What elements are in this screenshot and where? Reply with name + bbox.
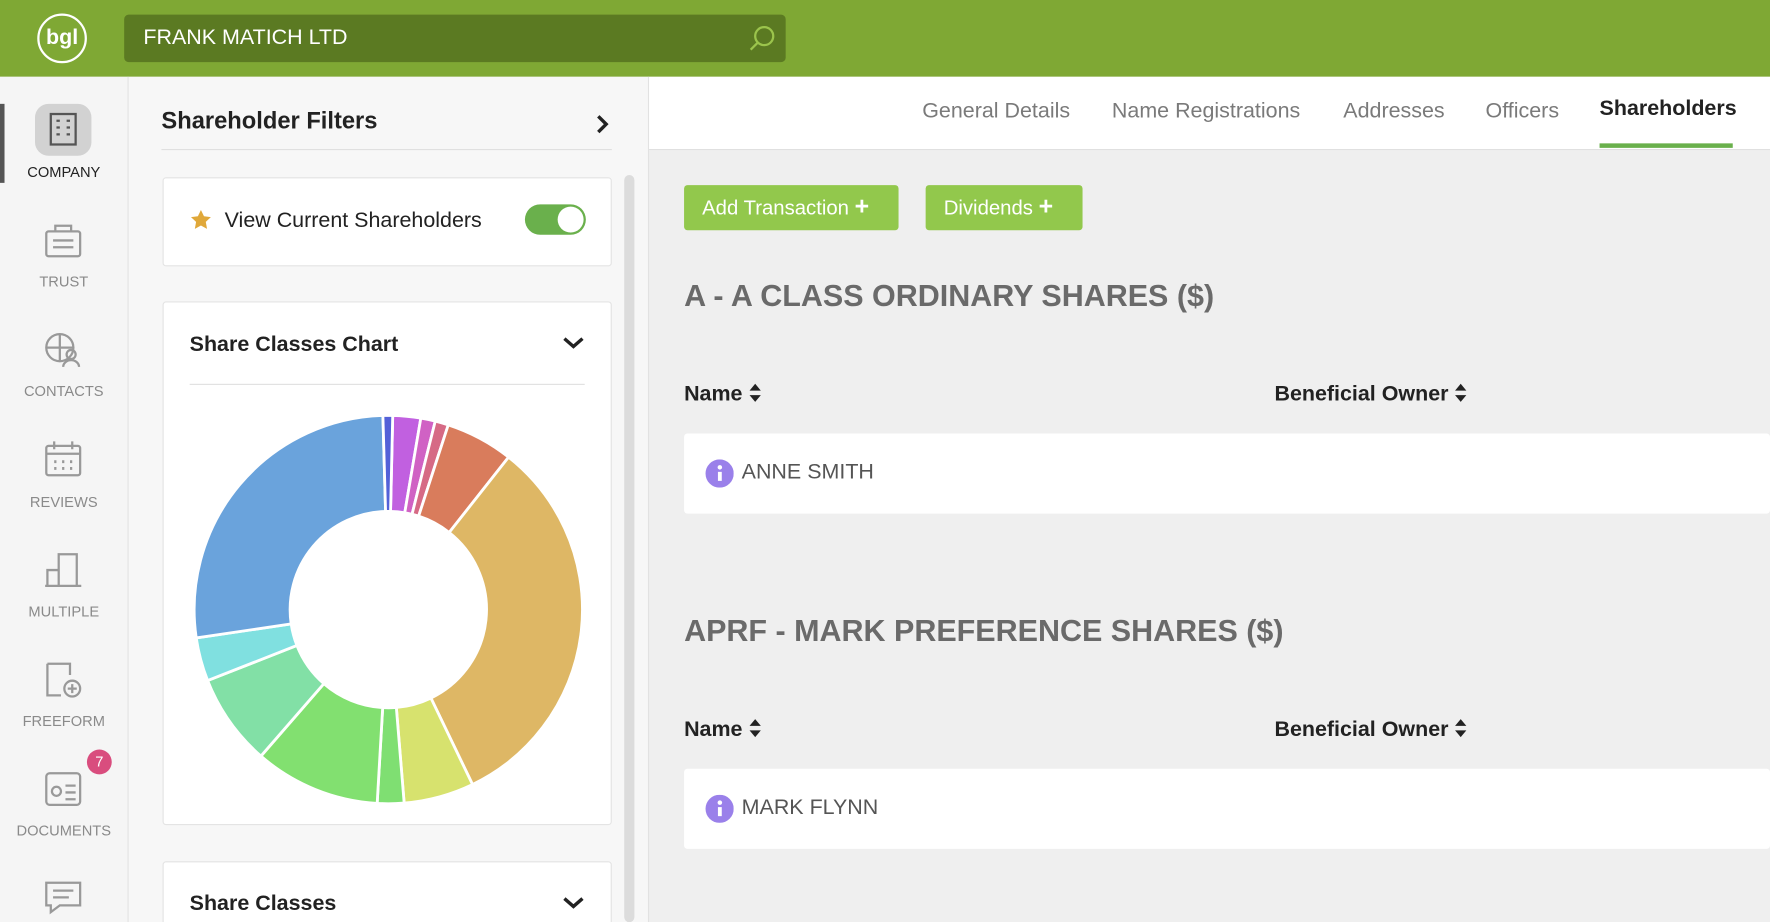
active-indicator — [0, 103, 5, 183]
column-label: Beneficial Owner — [1274, 717, 1449, 742]
column-label: Beneficial Owner — [1274, 382, 1449, 407]
toggle[interactable] — [524, 204, 586, 235]
tab[interactable]: General Details — [922, 99, 1071, 124]
nav-label[interactable]: REVIEWS — [29, 492, 98, 510]
badge: 7 — [86, 749, 112, 775]
logo[interactable]: bgl — [37, 13, 87, 64]
sidebar-icons — [45, 112, 82, 915]
info-icon[interactable] — [705, 794, 734, 823]
column-header[interactable]: Beneficial Owner — [1274, 383, 1467, 408]
share-classes-title: Share Classes — [189, 891, 337, 916]
nav-label[interactable]: TRUST — [39, 273, 89, 291]
table-row[interactable]: ANNE SMITH — [684, 433, 1770, 514]
search-icon[interactable] — [747, 24, 776, 53]
info-icon[interactable] — [705, 459, 734, 488]
table-row[interactable]: MARK FLYNN — [684, 768, 1770, 849]
tab[interactable]: Officers — [1485, 99, 1560, 124]
section-title: A - A CLASS ORDINARY SHARES ($) — [684, 278, 1215, 313]
nav-label[interactable]: MULTIPLE — [28, 602, 100, 620]
shareholder-name: ANNE SMITH — [741, 460, 874, 485]
nav-label[interactable]: COMPANY — [27, 163, 101, 181]
collapse-chevron[interactable] — [594, 113, 612, 136]
tab-bar — [649, 76, 1770, 151]
dividends-button[interactable]: Dividends + — [925, 185, 1083, 231]
button-label: Dividends — [943, 196, 1033, 219]
section-title: APRF - MARK PREFERENCE SHARES ($) — [684, 614, 1284, 648]
expand-chevron[interactable] — [562, 334, 585, 352]
column-header[interactable]: Name — [684, 383, 762, 408]
column-header[interactable]: Beneficial Owner — [1274, 718, 1467, 743]
donut-chart — [192, 413, 584, 806]
star-icon — [190, 209, 211, 229]
button-label: Add Transaction — [702, 196, 849, 219]
donut-slice[interactable] — [429, 455, 584, 787]
tab-underline — [1599, 143, 1733, 148]
add-transaction-button[interactable]: Add Transaction + — [684, 185, 899, 231]
tab[interactable]: Shareholders — [1599, 97, 1737, 121]
search-text: FRANK MATICH LTD — [143, 25, 348, 50]
column-label: Name — [684, 382, 743, 407]
tab[interactable]: Addresses — [1343, 99, 1445, 124]
search-box[interactable]: FRANK MATICH LTD — [124, 14, 786, 63]
divider — [189, 383, 585, 385]
chart-title: Share Classes Chart — [189, 333, 399, 357]
donut-slice[interactable] — [381, 413, 395, 513]
shareholder-name: MARK FLYNN — [741, 795, 879, 820]
sidebar — [0, 76, 129, 922]
divider — [161, 149, 612, 151]
scrollbar — [624, 174, 635, 922]
column-header[interactable]: Name — [684, 718, 762, 743]
donut-slice[interactable] — [192, 414, 388, 640]
share-classes-card: Share Classes — [162, 861, 612, 922]
tab[interactable]: Name Registrations — [1111, 99, 1301, 124]
company-icon-bg — [34, 103, 92, 156]
toggle-card: View Current Shareholders — [162, 177, 612, 267]
chart-card: Share Classes Chart — [162, 301, 612, 826]
expand-chevron[interactable] — [562, 894, 585, 912]
panel-title: Shareholder Filters — [161, 108, 378, 135]
nav-label[interactable]: FREEFORM — [22, 712, 105, 730]
nav-label[interactable]: DOCUMENTS — [16, 821, 112, 839]
nav-label[interactable]: CONTACTS — [23, 383, 104, 401]
column-label: Name — [684, 717, 743, 742]
toggle-label: View Current Shareholders — [224, 208, 482, 233]
